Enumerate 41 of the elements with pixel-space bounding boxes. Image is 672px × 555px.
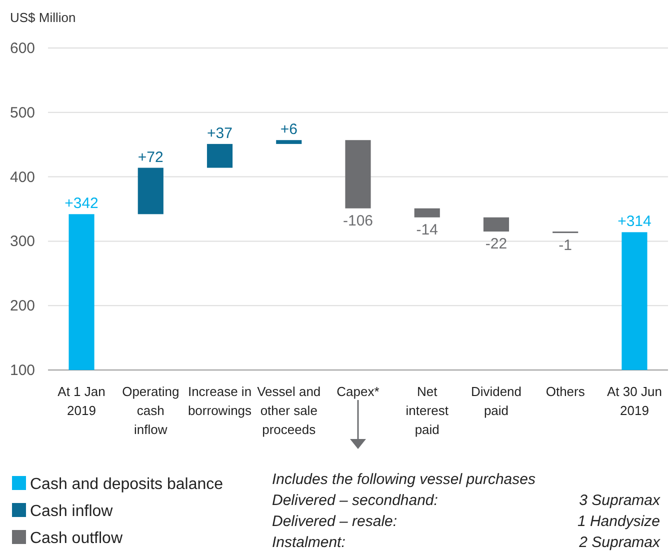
x-tick-label: Others — [546, 384, 586, 399]
data-label: +6 — [280, 121, 298, 138]
text: Delivered – resale: — [272, 513, 398, 530]
x-tick-label: Dividend paid — [470, 384, 522, 418]
y-tick-label: 200 — [10, 298, 36, 315]
x-tick-label: Capex* — [336, 384, 380, 399]
bar — [206, 144, 233, 168]
y-tick-label: 100 — [10, 362, 36, 379]
data-label: -14 — [416, 221, 438, 238]
data-label: +72 — [138, 148, 164, 166]
y-tick-label: 600 — [10, 40, 36, 57]
bar — [138, 168, 164, 214]
text: Instalment: — [272, 534, 346, 551]
x-tick-label: Increase in borrowings — [188, 384, 252, 418]
x-tick-label: At 30 Jun 2019 — [607, 384, 662, 418]
y-axis-title: US$ Million — [10, 10, 76, 25]
y-tick-label: 500 — [10, 104, 36, 122]
text: Includes the following vessel purchases — [272, 471, 536, 488]
data-label: -1 — [558, 237, 572, 254]
legend-label: Cash outflow — [30, 530, 123, 547]
y-tick-label: 400 — [10, 168, 36, 186]
data-label: -22 — [485, 236, 508, 253]
text: 1 Handysize — [577, 513, 660, 530]
bar — [483, 217, 510, 232]
text: Delivered – secondhand: — [272, 492, 438, 509]
legend-label: Cash inflow — [30, 503, 114, 520]
legend-label: Cash and deposits balance — [30, 476, 224, 493]
x-tick-label: Vessel and other sale proceeds — [257, 384, 321, 437]
text: 2 Supramax — [578, 534, 660, 551]
x-tick-label: Operating cash inflow — [122, 384, 180, 437]
y-tick-label: 300 — [10, 233, 36, 250]
data-label: -106 — [342, 212, 374, 230]
text: 3 Supramax — [579, 492, 660, 509]
data-label: +314 — [618, 213, 652, 230]
x-tick-label: Net interest paid — [406, 384, 449, 437]
x-tick-label: At 1 Jan 2019 — [58, 384, 106, 418]
bar — [345, 140, 371, 208]
bar — [276, 140, 302, 144]
bar — [414, 208, 440, 218]
data-label: +342 — [64, 195, 98, 212]
data-label: +37 — [207, 124, 232, 142]
